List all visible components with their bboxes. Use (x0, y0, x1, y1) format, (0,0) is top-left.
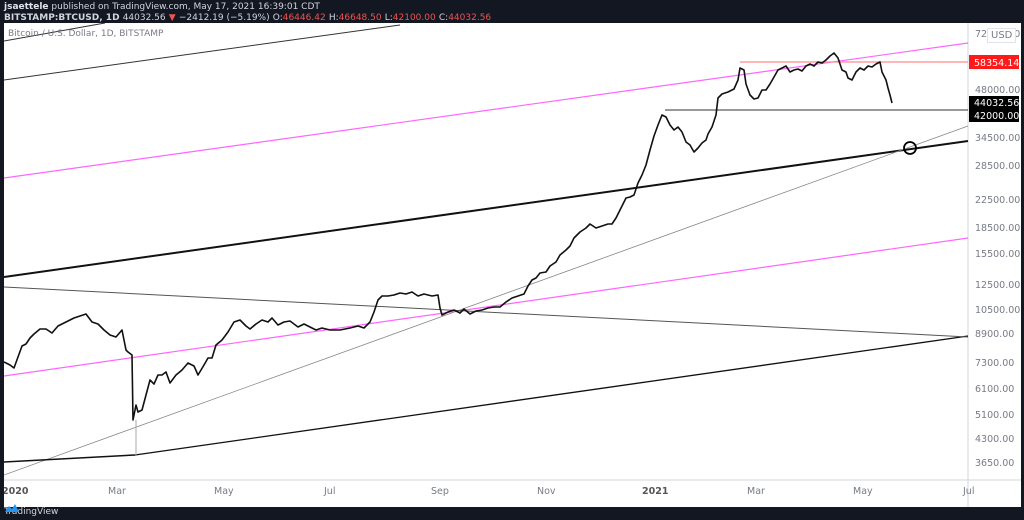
trendline[interactable] (4, 24, 401, 81)
x-tick: Mar (747, 486, 765, 497)
x-tick: Jul (323, 486, 335, 497)
price-axis[interactable]: 72000.00 48000.00 34500.00 28500.00 2250… (975, 29, 1020, 469)
open-value: 46446.42 (282, 13, 326, 23)
y-tick: 48000.00 (975, 85, 1020, 96)
price-label-last: 44032.56 (974, 98, 1019, 109)
y-tick: 15500.00 (975, 249, 1020, 260)
y-tick: 34500.00 (975, 133, 1020, 144)
chart-area[interactable]: 72000.00 48000.00 34500.00 28500.00 2250… (4, 23, 1021, 507)
symbol: BITSTAMP:BTCUSD, 1D (4, 13, 120, 23)
footer: TradingView (4, 503, 58, 520)
publish-info: jsaettele published on TradingView.com, … (4, 2, 320, 12)
x-tick: Nov (537, 486, 556, 497)
author-name[interactable]: jsaettele (4, 2, 49, 12)
y-tick: 8900.00 (975, 329, 1014, 340)
y-tick: 28500.00 (975, 161, 1020, 172)
trendline-lower[interactable] (134, 335, 969, 456)
trendline-descending[interactable] (4, 286, 969, 338)
low-value: 42100.00 (392, 13, 436, 23)
y-tick: 3650.00 (975, 458, 1014, 469)
tradingview-logo-icon[interactable] (4, 503, 20, 513)
intersection-marker-icon[interactable] (903, 141, 917, 155)
price-change: −2412.19 (−5.19%) (178, 13, 270, 23)
trendline-major[interactable] (4, 140, 969, 278)
high-label: H: (328, 13, 339, 23)
y-tick: 18500.00 (975, 223, 1020, 234)
time-axis[interactable]: 2020 Mar May Jul Sep Nov 2021 Mar May Ju… (4, 486, 974, 497)
price-label-58354-bg (969, 55, 1019, 69)
trendline[interactable] (4, 23, 106, 42)
low-label: L: (384, 13, 393, 23)
open-label: O: (272, 13, 283, 23)
y-tick: 7300.00 (975, 358, 1014, 369)
high-value: 46648.50 (338, 13, 382, 23)
tradingview-brand[interactable]: TradingView (4, 506, 59, 517)
chart-legend: Bitcoin / U.S. Dollar, 1D, BITSTAMP (8, 29, 164, 39)
x-tick: Mar (108, 486, 126, 497)
x-tick: Jul (962, 486, 974, 497)
down-arrow-icon: ▼ (168, 13, 176, 23)
channel-line-lower[interactable] (4, 237, 969, 377)
x-tick: Sep (431, 486, 449, 497)
x-tick: May (214, 486, 234, 497)
y-tick: 22500.00 (975, 195, 1020, 206)
y-tick: 5100.00 (975, 410, 1014, 421)
trendline[interactable] (4, 454, 136, 463)
trendline-from-low[interactable] (4, 125, 969, 476)
close-label: C: (438, 13, 449, 23)
currency-button[interactable]: USD (987, 28, 1017, 43)
y-tick: 12500.00 (975, 280, 1020, 291)
symbol-info: BITSTAMP:BTCUSD, 1D 44032.56 ▼ −2412.19 … (4, 13, 491, 23)
close-value: 44032.56 (448, 13, 492, 23)
x-tick: May (853, 486, 873, 497)
price-chart[interactable]: 72000.00 48000.00 34500.00 28500.00 2250… (4, 23, 1021, 507)
price-series (4, 52, 893, 421)
price-label-58354: 58354.14 (974, 58, 1019, 69)
x-tick: 2020 (4, 486, 29, 497)
price-label-42000: 42000.00 (974, 111, 1019, 122)
y-tick: 6100.00 (975, 384, 1014, 395)
x-tick: 2021 (642, 486, 668, 497)
published-text: published on TradingView.com, May 17, 20… (51, 2, 320, 12)
price-label-42000-bg (969, 109, 1019, 122)
y-tick: 10500.00 (975, 305, 1020, 316)
y-tick: 4300.00 (975, 434, 1014, 445)
price-label-last-bg (969, 96, 1019, 109)
last-price: 44032.56 (122, 13, 166, 23)
